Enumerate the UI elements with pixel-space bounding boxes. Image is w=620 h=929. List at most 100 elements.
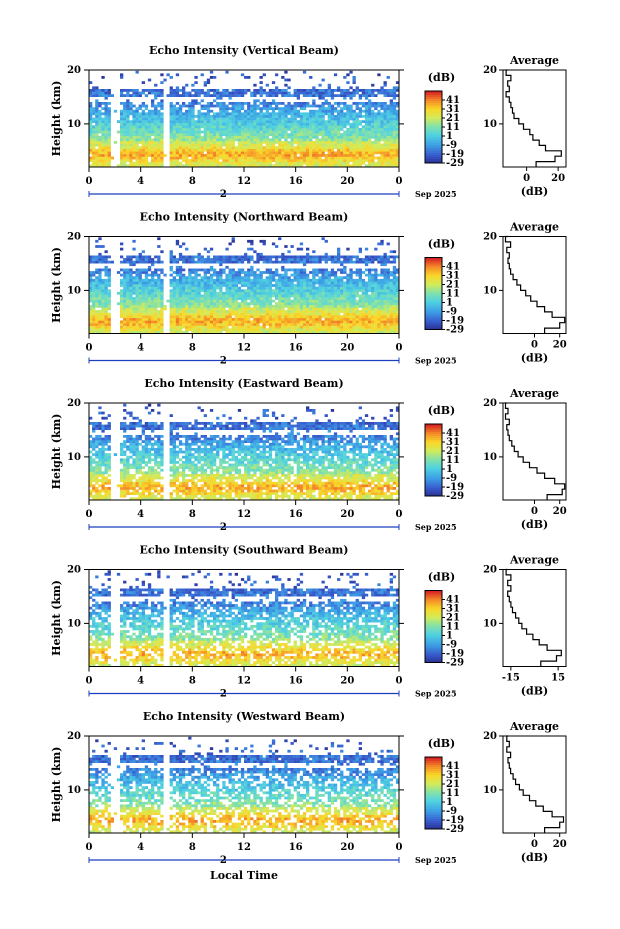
heatmap-cell — [265, 271, 269, 274]
heatmap-cell — [135, 260, 139, 264]
heatmap-cell — [225, 70, 229, 74]
heatmap-cell — [268, 271, 273, 274]
heatmap-cell — [368, 135, 372, 139]
heatmap-cell — [346, 159, 350, 162]
heatmap-cell — [92, 130, 96, 134]
heatmap-cell — [250, 328, 254, 332]
heatmap-cell — [250, 265, 254, 269]
heatmap-cell — [194, 91, 198, 95]
heatmap-cell — [219, 268, 223, 272]
heatmap-cell — [188, 281, 192, 285]
heatmap-cell — [209, 325, 214, 329]
heatmap-cell — [216, 294, 220, 298]
heatmap-cell — [312, 260, 316, 264]
heatmap-cell — [340, 109, 344, 113]
heatmap-cell — [383, 159, 387, 162]
heatmap-cell — [178, 299, 183, 303]
heatmap-cell — [318, 148, 322, 152]
heatmap-cell — [104, 96, 108, 100]
heatmap-cell — [287, 286, 291, 290]
heatmap-cell — [327, 143, 331, 147]
heatmap-cell — [278, 291, 282, 295]
heatmap-cell — [135, 330, 139, 334]
heatmap-cell — [299, 312, 304, 316]
heatmap-cell — [123, 120, 127, 123]
heatmap-cell — [259, 291, 263, 295]
heatmap-cell — [371, 130, 375, 134]
heatmap-cell — [389, 130, 393, 134]
heatmap-cell — [200, 164, 204, 168]
heatmap-cell — [349, 130, 353, 134]
heatmap-cell — [262, 289, 266, 293]
heatmap-cell — [330, 94, 335, 97]
heatmap-cell — [228, 94, 232, 97]
heatmap-cell — [144, 154, 149, 157]
heatmap-cell — [284, 271, 288, 274]
heatmap-cell — [306, 299, 310, 303]
heatmap-cell — [219, 125, 223, 129]
heatmap-cell — [141, 307, 145, 311]
heatmap-cell — [284, 312, 288, 316]
heatmap-cell — [306, 260, 310, 264]
heatmap-cell — [324, 294, 328, 298]
heatmap-cell — [299, 330, 304, 334]
heatmap-cell — [123, 148, 127, 152]
heatmap-cell — [278, 323, 282, 326]
heatmap-cell — [368, 330, 372, 334]
heatmap-cell — [299, 271, 304, 274]
heatmap-cell — [95, 156, 99, 160]
heatmap-cell — [175, 94, 180, 97]
heatmap-cell — [340, 297, 344, 300]
heatmap-cell — [315, 91, 319, 95]
heatmap-cell — [374, 164, 378, 168]
heatmap-cell — [330, 278, 335, 282]
heatmap-cell — [225, 276, 229, 280]
heatmap-cell — [138, 310, 142, 313]
heatmap-cell — [188, 320, 192, 324]
heatmap-cell — [386, 159, 390, 162]
heatmap-cell — [178, 245, 183, 248]
heatmap-cell — [228, 289, 232, 293]
heatmap-cell — [309, 159, 313, 162]
heatmap-cell — [253, 128, 257, 131]
heatmap-cell — [147, 320, 152, 324]
heatmap-cell — [312, 89, 316, 92]
heatmap-cell — [358, 102, 362, 105]
heatmap-cell — [349, 156, 353, 160]
heatmap-cell — [101, 294, 105, 298]
heatmap-cell — [147, 148, 152, 152]
heatmap-cell — [343, 294, 347, 298]
heatmap-cell — [147, 323, 152, 326]
heatmap-cell — [123, 273, 127, 277]
heatmap-cell — [182, 307, 186, 311]
heatmap-cell — [237, 94, 242, 97]
heatmap-cell — [374, 135, 378, 139]
heatmap-cell — [107, 107, 111, 110]
heatmap-cell — [178, 115, 183, 118]
heatmap-cell — [154, 299, 158, 303]
heatmap-cell — [182, 284, 186, 287]
heatmap-cell — [302, 320, 307, 324]
heatmap-cell — [302, 122, 307, 126]
heatmap-cell — [151, 312, 155, 316]
heatmap-cell — [120, 273, 124, 277]
heatmap-cell — [265, 143, 269, 147]
heatmap-cell — [120, 117, 124, 121]
heatmap-cell — [262, 125, 266, 129]
heatmap-cell — [262, 148, 266, 152]
heatmap-cell — [160, 161, 164, 165]
heatmap-cell — [222, 159, 226, 162]
heatmap-cell — [209, 304, 214, 308]
heatmap-cell — [346, 299, 350, 303]
profile-line — [505, 69, 562, 167]
heatmap-cell — [123, 307, 127, 311]
heatmap-cell — [104, 317, 108, 321]
heatmap-cell — [222, 94, 226, 97]
heatmap-cell — [327, 122, 331, 126]
heatmap-cell — [250, 302, 254, 306]
heatmap-cell — [361, 94, 366, 97]
heatmap-cell — [191, 154, 195, 157]
heatmap-cell — [321, 130, 325, 134]
heatmap-cell — [144, 294, 149, 298]
heatmap-cell — [349, 317, 353, 321]
